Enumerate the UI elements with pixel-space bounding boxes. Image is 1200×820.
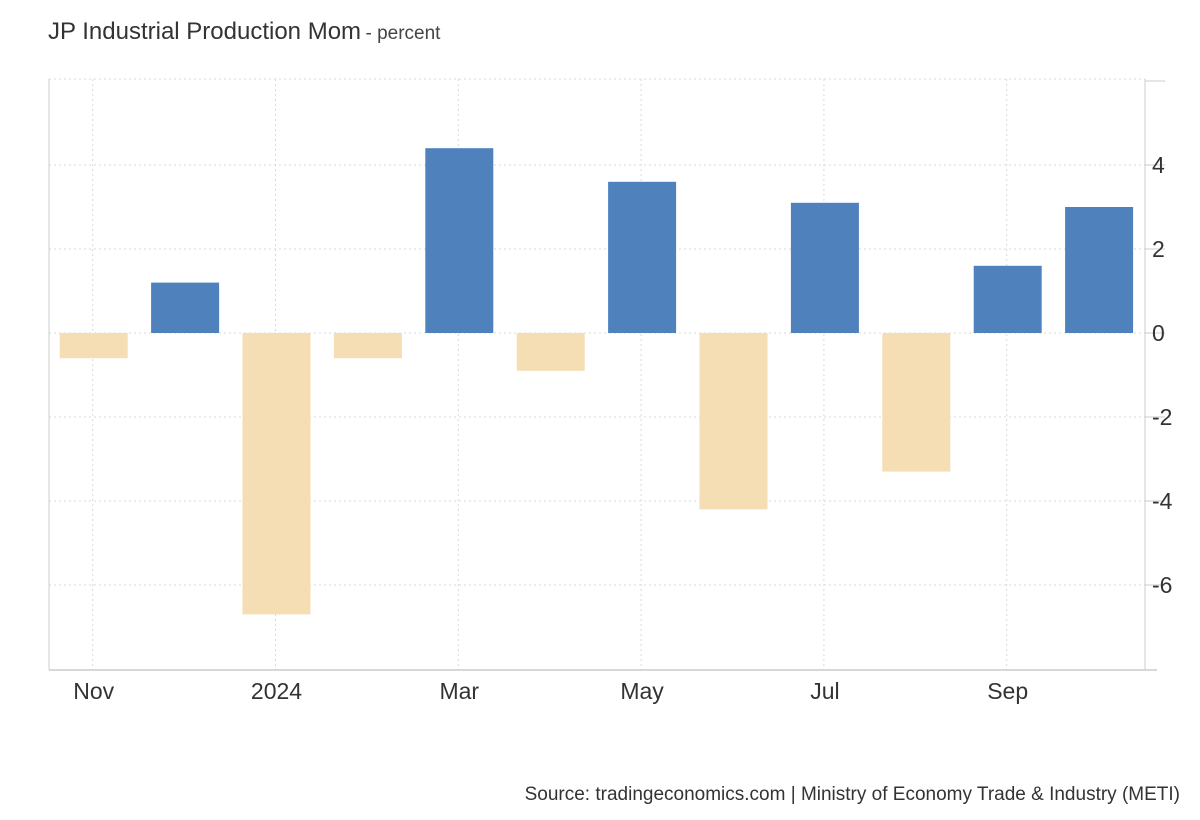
bar-2023-11 [59,333,128,359]
chart-unit: - percent [365,23,441,44]
bar-2024-03 [425,148,494,333]
y-tick-label: -4 [1152,488,1173,514]
y-tick-label: 0 [1152,320,1165,346]
bars-layer [59,148,1134,615]
bar-2024-09 [973,265,1042,333]
x-tick-label: 2024 [251,678,302,704]
axis-layer [48,79,1165,671]
bar-chart: 4 2 0 -2 -4 -6 Nov 2024 Mar May Jul Sep [48,78,1173,704]
bar-2024-01 [242,333,311,615]
x-tick-label: Sep [987,678,1028,704]
y-tick-label: -2 [1152,404,1172,430]
chart-title: JP Industrial Production Mom [48,18,362,45]
labels-layer: 4 2 0 -2 -4 -6 Nov 2024 Mar May Jul Sep [73,152,1172,704]
bar-2023-12 [151,282,220,333]
bar-2024-04 [516,333,585,371]
y-tick-label: 4 [1152,152,1165,178]
bar-2024-10 [1065,207,1134,333]
grid-layer [49,78,1145,670]
x-tick-label: Nov [73,678,114,704]
bar-2024-02 [333,333,402,359]
bar-2024-07 [790,202,859,333]
x-tick-label: May [620,678,664,704]
bar-2024-06 [699,333,768,510]
bar-2024-05 [608,181,677,333]
source-note: Source: tradingeconomics.com | Ministry … [524,784,1180,805]
chart-title-block: JP Industrial Production Mom - percent [48,18,440,46]
y-tick-label: 2 [1152,236,1165,262]
y-tick-label: -6 [1152,572,1172,598]
x-tick-label: Jul [810,678,839,704]
bar-2024-08 [882,333,951,472]
x-tick-label: Mar [439,678,479,704]
